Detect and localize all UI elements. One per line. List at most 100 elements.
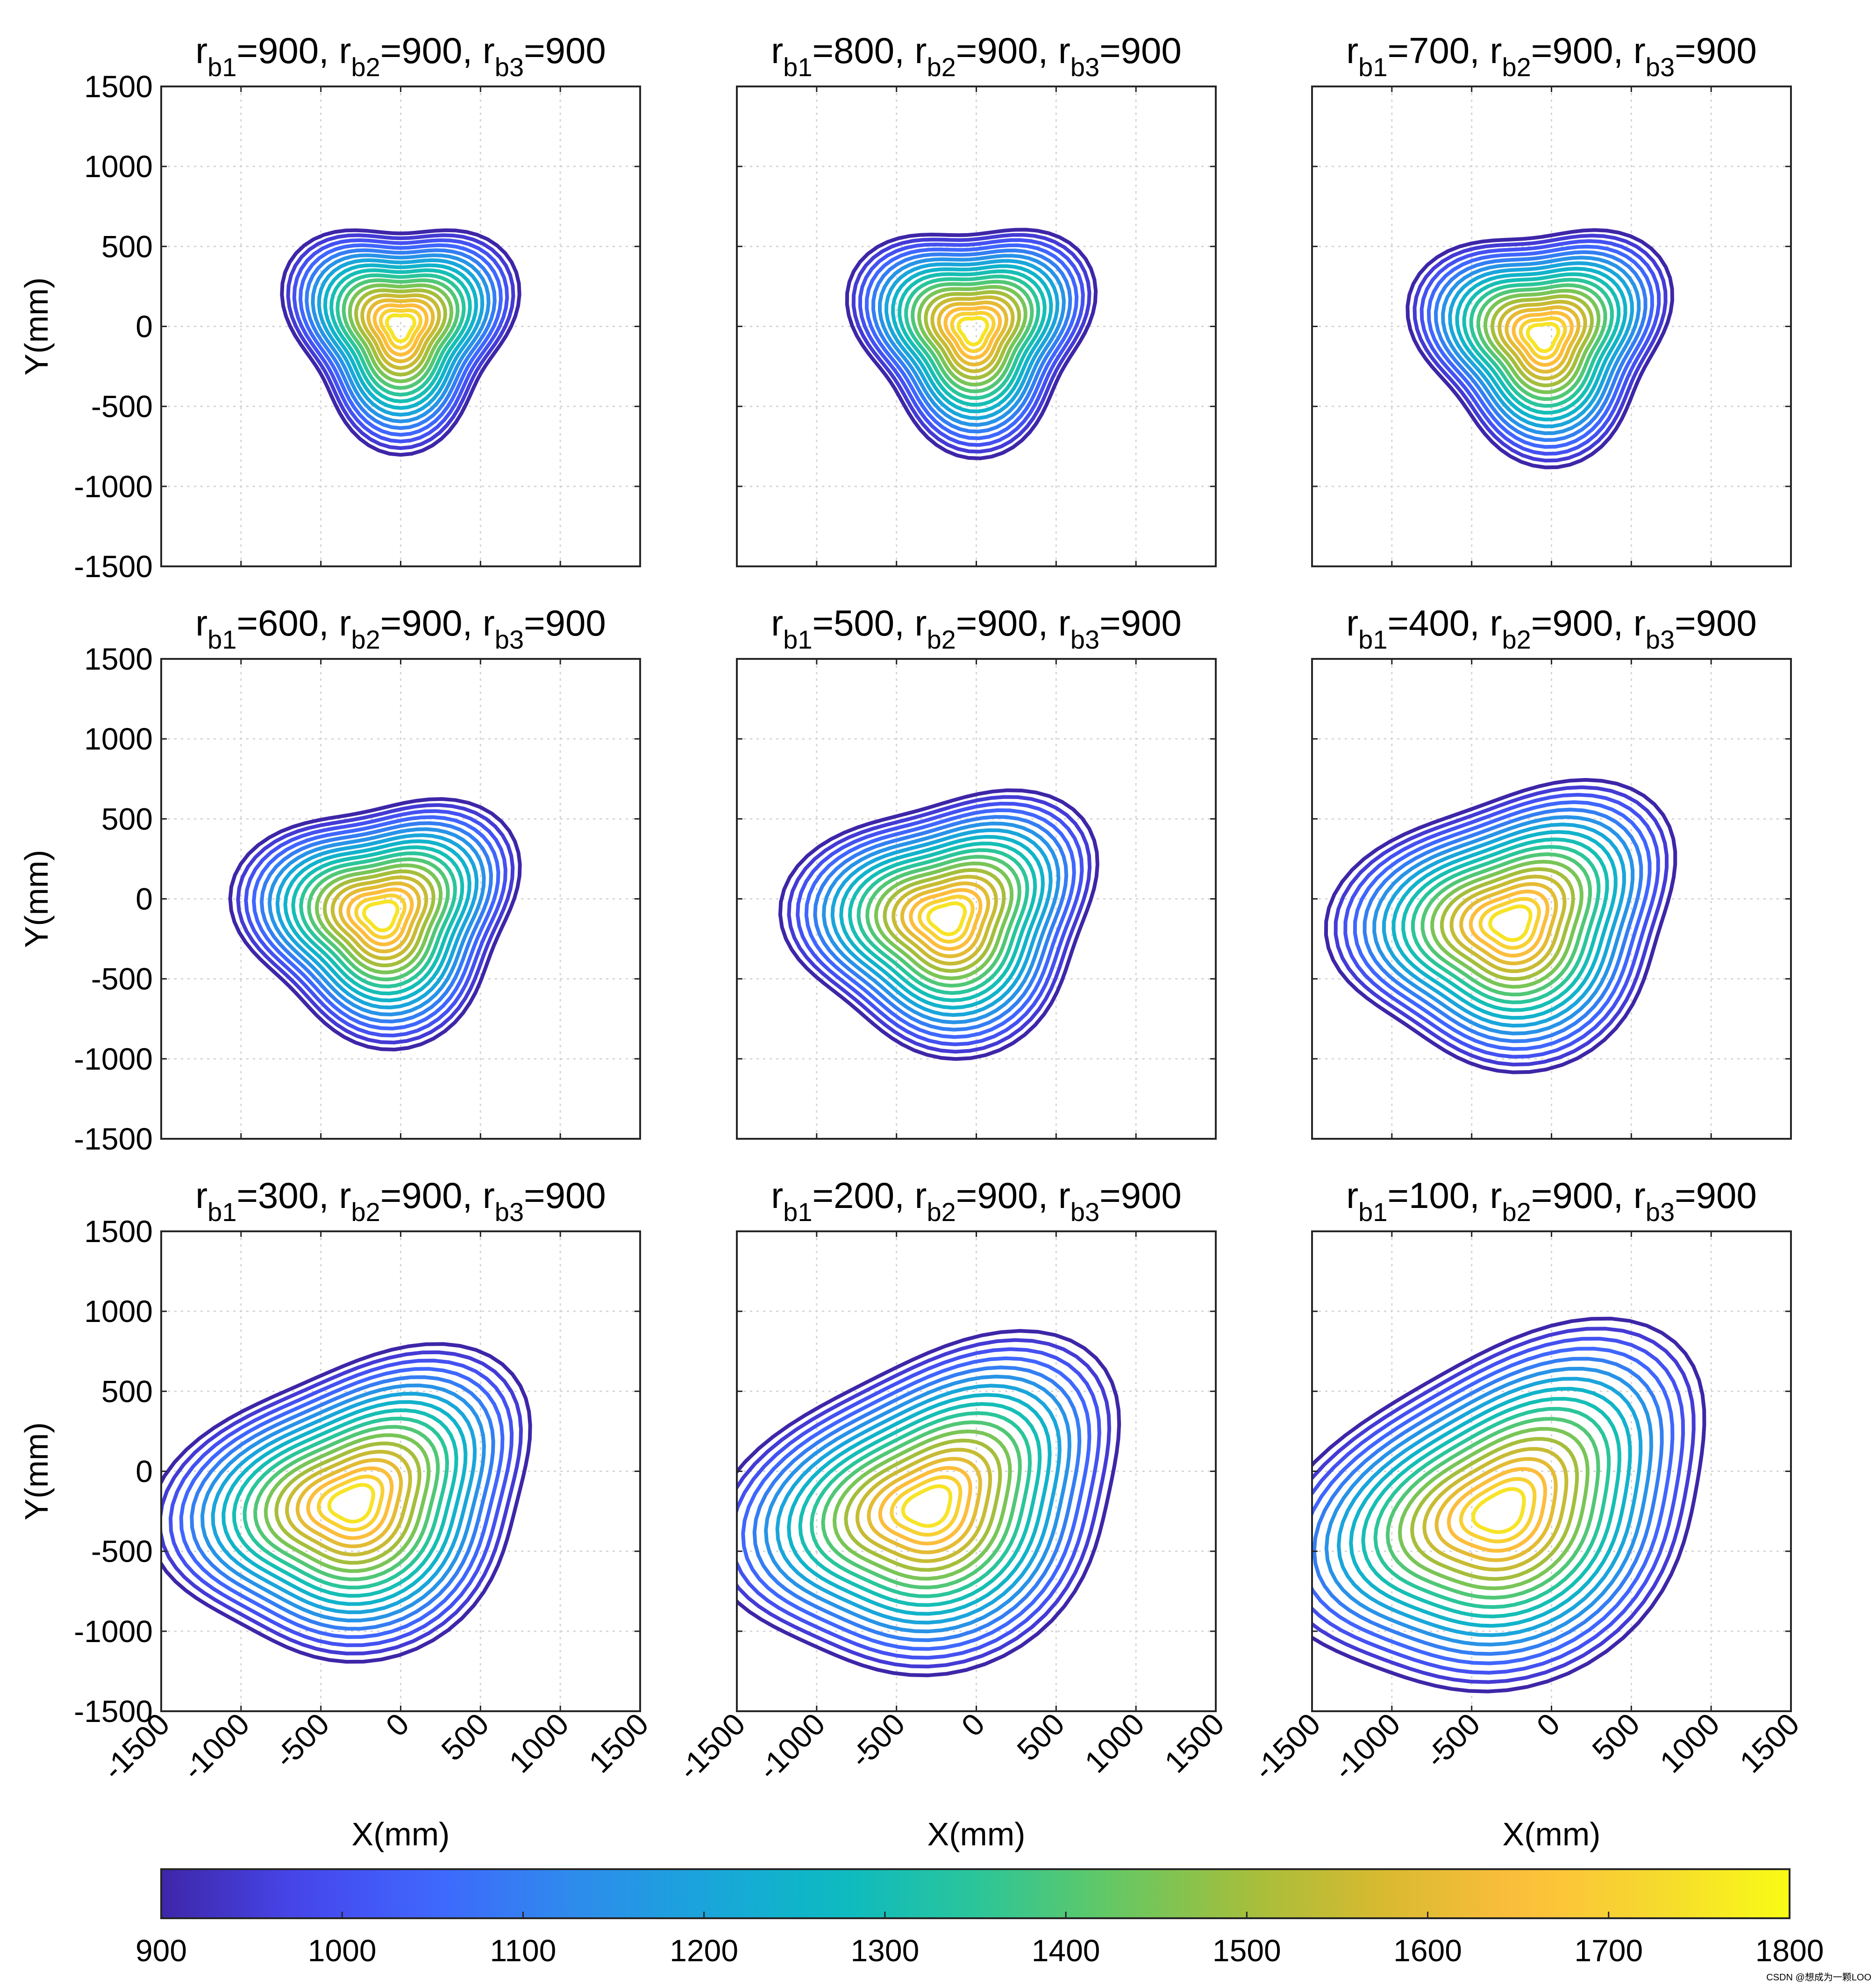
contour-level-1350: [856, 848, 1029, 995]
title-text: =100, r: [1387, 1175, 1502, 1216]
contour-lines: [1312, 1316, 1706, 1693]
colorbar-tick-label: 1100: [490, 1933, 556, 1968]
tick-marks: [160, 1230, 641, 1712]
contour-level-1500: [924, 290, 1021, 380]
contour-level-1650: [878, 1466, 972, 1546]
contour-level-1350: [1411, 845, 1601, 1004]
contour-level-1450: [917, 285, 1027, 387]
contour-level-1050: [179, 1367, 505, 1639]
title-text: =900, r: [1531, 1175, 1646, 1216]
contour-level-1050: [864, 243, 1079, 440]
contour-lines: [1324, 778, 1677, 1074]
contour-level-1000: [1312, 1336, 1685, 1675]
contour-level-1250: [891, 264, 1053, 414]
colorbar-tick-label: 1800: [1755, 1933, 1824, 1968]
contour-level-1700: [950, 311, 996, 353]
contour-level-1650: [943, 306, 1002, 360]
subplot-title: rb1=300, rb2=900, rb3=900: [195, 1175, 606, 1227]
title-subscript: b3: [1646, 1197, 1675, 1227]
contour-level-950: [1334, 785, 1669, 1067]
contour-level-1500: [274, 1441, 421, 1565]
subplot-2: rb1=800, rb2=900, rb3=900: [736, 30, 1217, 567]
contour-level-1150: [267, 827, 486, 1016]
contour-level-1400: [307, 857, 450, 981]
y-tick-label: -1000: [74, 1614, 153, 1649]
subplot-title: rb1=500, rb2=900, rb3=900: [771, 602, 1182, 654]
contour-level-1650: [1512, 311, 1574, 367]
y-tick-label: 1000: [84, 1294, 153, 1329]
contour-level-1450: [264, 1433, 431, 1573]
contour-level-1350: [1469, 278, 1614, 408]
y-tick-label: -1500: [74, 1122, 153, 1156]
grid: [1312, 86, 1791, 566]
contour-level-1400: [1476, 283, 1607, 401]
contour-level-1400: [865, 855, 1021, 988]
title-text: =300, r: [236, 1175, 351, 1216]
contour-level-1700: [1478, 897, 1541, 950]
contour-level-1700: [1519, 316, 1567, 360]
contour-level-1500: [322, 869, 435, 967]
title-text: r: [195, 602, 207, 643]
contour-level-1500: [844, 1438, 1002, 1572]
colorbar-tick-label: 1500: [1213, 1933, 1281, 1968]
title-subscript: b2: [351, 52, 380, 82]
contour-level-1300: [848, 842, 1037, 1002]
contour-level-1450: [1398, 1427, 1590, 1590]
grid: [161, 86, 640, 566]
contour-level-1200: [275, 833, 479, 1009]
title-subscript: b3: [1646, 625, 1675, 654]
contour-level-1500: [883, 868, 1006, 973]
contour-level-1550: [285, 1450, 412, 1557]
contour-level-1050: [804, 808, 1076, 1039]
x-axis-label: X(mm): [927, 1816, 1026, 1852]
colorbar-tick-label: 1600: [1393, 1933, 1462, 1968]
title-text: =500, r: [812, 602, 927, 643]
contour-level-1250: [1391, 830, 1618, 1020]
contour-level-1350: [904, 274, 1041, 400]
contour-level-1550: [1449, 874, 1567, 973]
contour-level-1550: [330, 875, 428, 960]
contour-level-1700: [378, 308, 423, 350]
contour-level-1100: [871, 249, 1072, 434]
y-tick-label: -1500: [74, 549, 153, 584]
grid: [161, 1231, 640, 1711]
contour-level-950: [787, 795, 1092, 1054]
contour-level-1050: [741, 1356, 1091, 1651]
contour-level-950: [161, 1350, 523, 1656]
contour-level-1750: [926, 901, 967, 936]
title-subscript: b1: [207, 1197, 236, 1227]
title-text: =900, r: [956, 30, 1070, 71]
grid: [737, 1231, 1216, 1711]
colorbar: 900 1000 1100 1200 1300 1400 1500 1600 1700 1800: [136, 1868, 1824, 1968]
title-subscript: b1: [783, 625, 812, 654]
y-tick-label: -1500: [74, 1694, 153, 1729]
contour-level-1300: [798, 1402, 1042, 1607]
contour-level-1600: [1434, 1457, 1558, 1562]
contour-lines: [280, 228, 521, 457]
title-subscript: b2: [927, 1197, 956, 1227]
tick-marks: [160, 86, 641, 567]
subplot-title: rb1=400, rb2=900, rb3=900: [1346, 602, 1757, 654]
contour-level-1750: [1471, 1487, 1526, 1534]
title-text: =900, r: [956, 602, 1070, 643]
contour-level-1750: [1526, 321, 1561, 353]
contour-lines: [778, 788, 1099, 1061]
contour-level-1600: [937, 300, 1008, 367]
contour-level-950: [1412, 234, 1668, 463]
contour-level-1350: [299, 851, 457, 988]
title-text: =900: [524, 1175, 606, 1216]
contour-level-1750: [385, 313, 416, 343]
contour-level-1100: [1362, 807, 1643, 1043]
y-tick-label: 1000: [84, 722, 153, 756]
contour-level-950: [737, 1338, 1111, 1669]
title-subscript: b3: [1070, 52, 1099, 82]
contour-level-900: [228, 797, 522, 1051]
contour-level-900: [737, 1329, 1121, 1678]
contour-level-1450: [314, 863, 443, 974]
y-tick-label: -500: [91, 389, 153, 424]
contour-lines: [161, 1342, 532, 1664]
contour-level-1150: [1372, 815, 1635, 1036]
tick-marks: [736, 86, 1217, 567]
title-text: r: [771, 602, 783, 643]
y-tick-label: -1000: [74, 1042, 153, 1076]
